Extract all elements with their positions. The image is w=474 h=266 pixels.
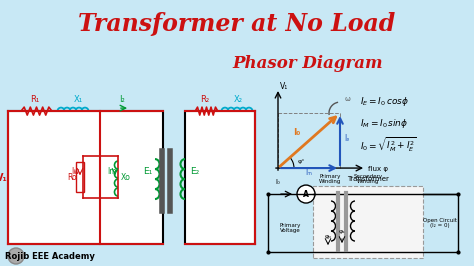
Bar — [185, 111, 255, 244]
Text: X₂: X₂ — [234, 95, 243, 104]
Text: φₚ: φₚ — [325, 234, 331, 239]
Text: Iₑ: Iₑ — [344, 134, 349, 143]
Text: E₁: E₁ — [143, 167, 153, 176]
Text: Rojib EEE Academy: Rojib EEE Academy — [5, 252, 95, 260]
Text: Xo: Xo — [121, 173, 131, 182]
Text: Im: Im — [107, 167, 117, 176]
Text: Ro: Ro — [67, 173, 77, 182]
Bar — [313, 186, 423, 258]
Text: flux φ: flux φ — [368, 166, 388, 172]
Text: A: A — [303, 190, 309, 198]
Text: Primary
Voltage: Primary Voltage — [279, 223, 301, 233]
Text: Open Circuit
(I₂ = 0): Open Circuit (I₂ = 0) — [423, 218, 457, 228]
Text: Iₘ: Iₘ — [306, 168, 312, 177]
Circle shape — [297, 185, 315, 203]
Text: Phasor Diagram: Phasor Diagram — [233, 55, 383, 72]
Text: $I_E = I_0\,cos\phi$: $I_E = I_0\,cos\phi$ — [360, 95, 409, 108]
Text: Primary
Winding: Primary Winding — [319, 174, 341, 184]
Circle shape — [8, 248, 24, 264]
Text: X₁: X₁ — [73, 95, 82, 104]
Text: I₀: I₀ — [275, 179, 281, 185]
Text: Iw: Iw — [72, 167, 80, 176]
Text: I₂: I₂ — [119, 95, 125, 104]
Text: Secondery
Winding: Secondery Winding — [354, 174, 383, 184]
Text: φ°: φ° — [298, 159, 305, 164]
Text: $I_M = I_0\,sin\phi$: $I_M = I_0\,sin\phi$ — [360, 117, 408, 130]
Text: Transformer at No Load: Transformer at No Load — [78, 12, 396, 36]
Text: Transformer: Transformer — [347, 176, 389, 182]
Text: R₂: R₂ — [201, 95, 210, 104]
Text: I₀: I₀ — [293, 128, 301, 137]
Text: ω: ω — [345, 96, 351, 102]
Text: E₂: E₂ — [191, 167, 200, 176]
Bar — [8, 111, 163, 244]
Text: φₛ: φₛ — [339, 229, 346, 234]
Text: R₁: R₁ — [30, 95, 40, 104]
Text: $I_0 = \sqrt{I_M^2 + I_E^2}$: $I_0 = \sqrt{I_M^2 + I_E^2}$ — [360, 136, 417, 154]
Text: V₁: V₁ — [280, 82, 288, 91]
Text: V₁: V₁ — [0, 173, 8, 183]
Bar — [76, 162, 84, 192]
